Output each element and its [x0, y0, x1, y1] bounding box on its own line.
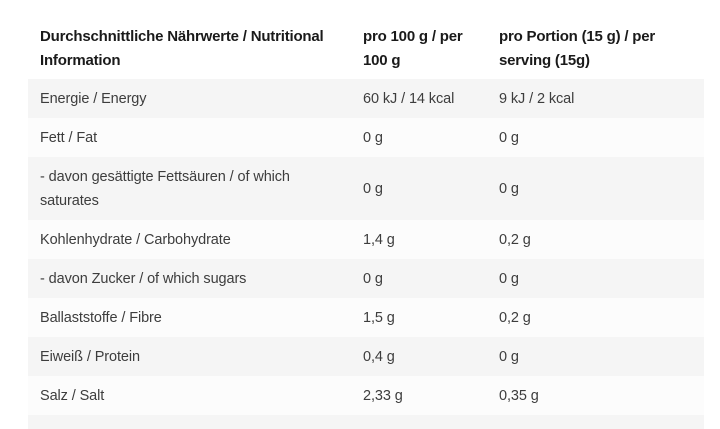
- value-per-100g: 1,5 g: [363, 309, 395, 326]
- value-per-100g: 0 g: [363, 129, 383, 146]
- table-row-fibre: Ballaststoffe / Fibre 1,5 g 0,2 g: [28, 298, 704, 337]
- row-label: - davon gesättigte Fettsäuren / of which…: [40, 168, 290, 209]
- value-per-100g: 60 kJ / 14 kcal: [363, 90, 455, 107]
- value-per-serving: 0,2 g: [499, 231, 531, 248]
- header-nutritional-information: Durchschnittliche Nährwerte / Nutritiona…: [40, 28, 324, 69]
- value-per-100g: 0 g: [363, 180, 383, 197]
- row-label: Ballaststoffe / Fibre: [40, 309, 162, 326]
- value-per-100g: 0,4 g: [363, 348, 395, 365]
- value-per-serving: 0 g: [499, 180, 519, 197]
- table-row-saturates: - davon gesättigte Fettsäuren / of which…: [28, 157, 704, 220]
- table-row-carbohydrate: Kohlenhydrate / Carbohydrate 1,4 g 0,2 g: [28, 220, 704, 259]
- value-per-serving: 0,2 g: [499, 309, 531, 326]
- table-row-fat: Fett / Fat 0 g 0 g: [28, 118, 704, 157]
- table-row-partial-cutoff: [28, 415, 704, 429]
- row-label: Fett / Fat: [40, 129, 98, 146]
- header-per-100g: pro 100 g / per 100 g: [363, 28, 463, 69]
- table-row-protein: Eiweiß / Protein 0,4 g 0 g: [28, 337, 704, 376]
- value-per-serving: 0 g: [499, 348, 519, 365]
- value-per-serving: 0 g: [499, 129, 519, 146]
- row-label: Salz / Salt: [40, 387, 105, 404]
- row-label: Eiweiß / Protein: [40, 348, 140, 365]
- value-per-100g: 2,33 g: [363, 387, 403, 404]
- row-label: - davon Zucker / of which sugars: [40, 270, 247, 287]
- value-per-serving: 9 kJ / 2 kcal: [499, 90, 575, 107]
- value-per-serving: 0 g: [499, 270, 519, 287]
- table-row-sugars: - davon Zucker / of which sugars 0 g 0 g: [28, 259, 704, 298]
- nutrition-table: Durchschnittliche Nährwerte / Nutritiona…: [28, 19, 704, 429]
- value-per-100g: 1,4 g: [363, 231, 395, 248]
- table-row-energy: Energie / Energy 60 kJ / 14 kcal 9 kJ / …: [28, 79, 704, 118]
- value-per-serving: 0,35 g: [499, 387, 539, 404]
- row-label: Energie / Energy: [40, 90, 147, 107]
- header-per-serving: pro Portion (15 g) / per serving (15g): [499, 28, 656, 69]
- value-per-100g: 0 g: [363, 270, 383, 287]
- table-row-salt: Salz / Salt 2,33 g 0,35 g: [28, 376, 704, 415]
- nutrition-table-header: Durchschnittliche Nährwerte / Nutritiona…: [28, 19, 704, 79]
- row-label: Kohlenhydrate / Carbohydrate: [40, 231, 231, 248]
